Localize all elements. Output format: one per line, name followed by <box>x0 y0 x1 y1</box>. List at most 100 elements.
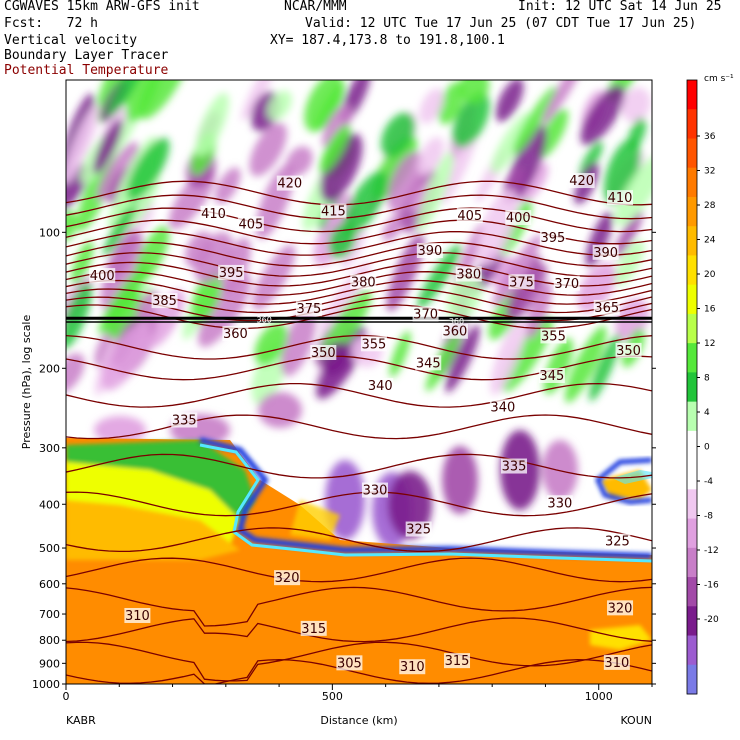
theta-contour <box>66 382 652 408</box>
theta-label: 410 <box>201 207 226 222</box>
theta-label: 315 <box>445 654 470 669</box>
theta-contour <box>66 527 652 553</box>
theta-label: 335 <box>502 460 527 475</box>
colorbar-swatch <box>687 489 697 520</box>
theta-contour <box>66 641 652 682</box>
theta-label: 345 <box>416 356 441 371</box>
colorbar-swatch <box>687 635 697 666</box>
y-tick-label: 400 <box>39 498 60 511</box>
theta-label: 400 <box>90 269 115 284</box>
colorbar-label: 32 <box>704 167 715 177</box>
theta-label: 320 <box>275 571 300 586</box>
theta-label: 420 <box>277 177 302 192</box>
field-boundary-layer-tracer: Boundary Layer Tracer <box>4 48 169 63</box>
theta-label: 400 <box>506 211 531 226</box>
x-tick-label: 1000 <box>585 690 613 703</box>
y-tick-label: 1000 <box>32 678 60 691</box>
theta-label: 335 <box>172 414 197 429</box>
theta-label: 410 <box>608 191 633 206</box>
colorbar-swatch <box>687 401 697 432</box>
theta-contour <box>66 304 652 330</box>
vertical-velocity-field: 420 420 410 415 405 405 400 410 395 390 395 390 400 3… <box>66 80 652 684</box>
theta-label: 360 <box>442 325 467 340</box>
plot-frame <box>65 79 653 685</box>
theta-label: 360 <box>223 327 248 342</box>
colorbar-swatch <box>687 343 697 373</box>
colorbar-swatch <box>687 80 697 110</box>
x-tick-label: 500 <box>322 690 343 703</box>
theta-label: 355 <box>541 329 566 344</box>
colorbar-swatch <box>687 284 697 315</box>
theta-contour <box>66 659 652 684</box>
theta-label: 330 <box>363 484 388 499</box>
field-potential-temperature: Potential Temperature <box>4 63 169 78</box>
colorbar-swatch <box>687 664 697 695</box>
theta-label: 325 <box>406 523 431 538</box>
colorbar-swatch <box>687 196 697 227</box>
x-axis-label: Distance (km) <box>320 714 397 727</box>
theta-label: 385 <box>152 294 177 309</box>
theta-contour <box>66 334 652 360</box>
right-endpoint-label: KOUN <box>620 714 652 727</box>
colorbar-label: 12 <box>704 339 715 349</box>
colorbar-swatch <box>687 372 697 403</box>
colorbar-label: 28 <box>704 201 716 211</box>
colorbar-label: 24 <box>704 236 716 246</box>
y-tick-label: 600 <box>39 578 60 591</box>
theta-contour <box>66 230 652 256</box>
theta-label: 395 <box>219 266 244 281</box>
theta-contour <box>66 586 652 627</box>
cross-section-xy: XY= 187.4,173.8 to 191.8,100.1 <box>270 33 505 48</box>
colorbar-label: -16 <box>704 581 719 591</box>
theta-label: 310 <box>400 660 425 675</box>
theta-label: 340 <box>368 379 393 394</box>
theta-contour <box>66 194 652 220</box>
theta-label: 395 <box>540 231 565 246</box>
colorbar-swatch <box>687 109 697 139</box>
org-label: NCAR/MMM <box>284 0 347 14</box>
y-tick-label: 100 <box>39 226 60 239</box>
theta-contour <box>66 453 652 479</box>
colorbar-swatch <box>687 255 697 286</box>
valid-time: Valid: 12 UTC Tue 17 Jun 25 (07 CDT Tue … <box>305 16 697 31</box>
theta-label: 350 <box>616 344 641 359</box>
theta-contour <box>66 617 652 643</box>
theta-label: 345 <box>539 369 564 384</box>
tropopause-label: 360 <box>257 316 272 325</box>
theta-label: 340 <box>490 400 515 415</box>
theta-label: 420 <box>569 174 594 189</box>
colorbar-swatch <box>687 606 697 637</box>
theta-label: 350 <box>311 346 336 361</box>
theta-contour <box>66 491 652 517</box>
colorbar-label: 8 <box>704 374 710 384</box>
colorbar-swatch <box>687 430 697 461</box>
y-axis-label: Pressure (hPa), log scale <box>20 315 33 450</box>
colorbar-label: -20 <box>704 615 719 625</box>
theta-label: 390 <box>593 246 618 261</box>
colorbar-swatch <box>687 313 697 344</box>
colorbar-swatch <box>687 577 697 607</box>
theta-label: 375 <box>297 302 322 317</box>
colorbar-label: 16 <box>704 305 716 315</box>
theta-label: 315 <box>301 622 326 637</box>
colorbar-swatch <box>687 138 697 169</box>
y-tick-label: 200 <box>39 362 60 375</box>
y-tick-label: 300 <box>39 442 60 455</box>
field-vertical-velocity: Vertical velocity <box>4 33 138 48</box>
theta-label: 405 <box>457 209 482 224</box>
y-tick-label: 700 <box>39 608 60 621</box>
theta-label: 370 <box>554 277 579 292</box>
theta-contour <box>66 252 652 277</box>
theta-label: 375 <box>509 275 534 290</box>
theta-label: 355 <box>362 337 387 352</box>
tropopause-label: 360 <box>449 317 464 326</box>
colorbar-swatch <box>687 518 697 549</box>
colorbar-label: -12 <box>704 546 719 556</box>
theta-label: 405 <box>238 217 263 232</box>
theta-label: 370 <box>413 307 438 322</box>
theta-label: 380 <box>456 268 481 283</box>
theta-contour <box>66 557 652 583</box>
colorbar-label: 20 <box>704 270 716 280</box>
y-tick-label: 800 <box>39 634 60 647</box>
